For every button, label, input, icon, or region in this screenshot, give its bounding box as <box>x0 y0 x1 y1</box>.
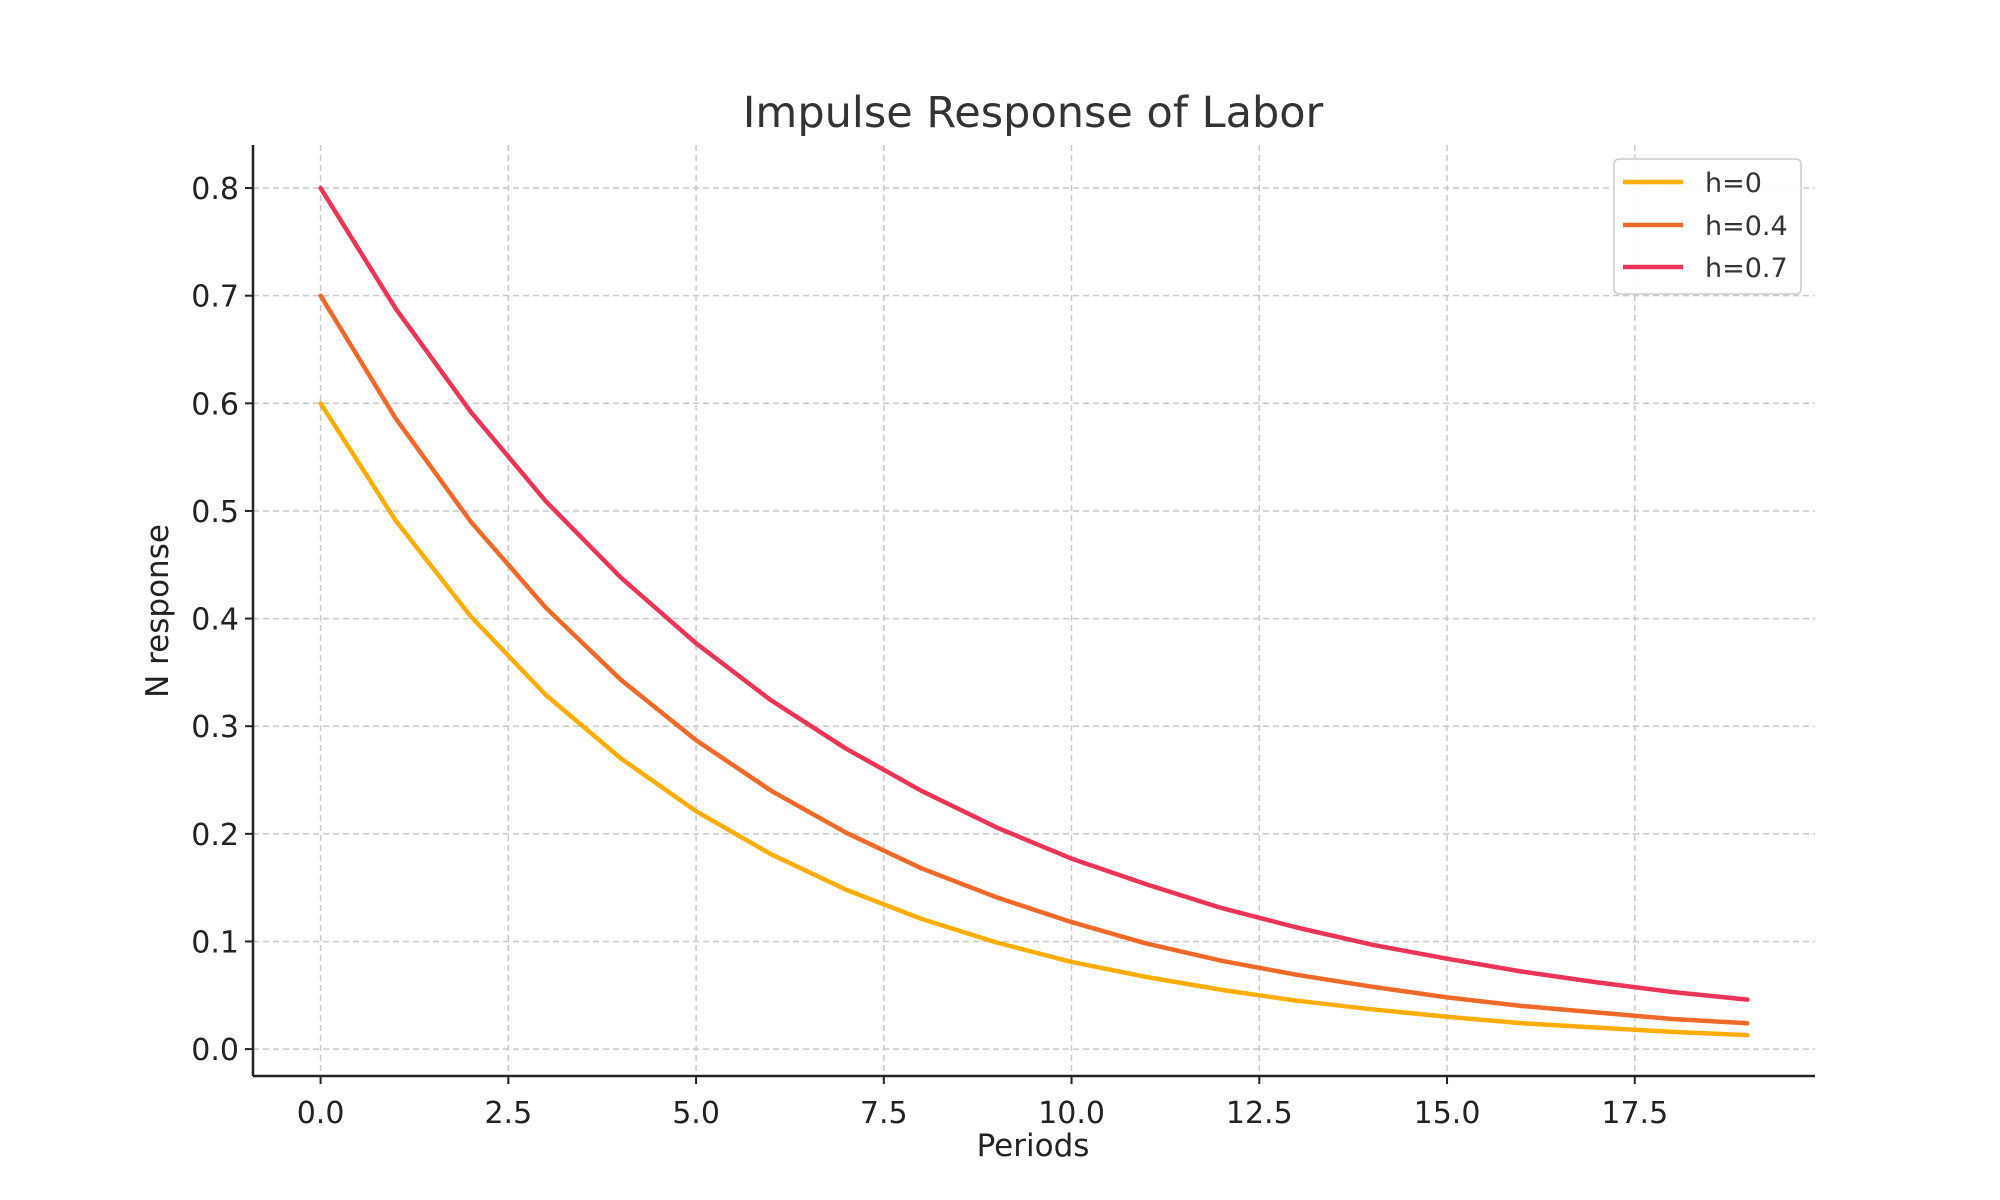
x-tick-label: 10.0 <box>1038 1096 1105 1131</box>
axes <box>251 145 1815 1078</box>
y-tick-label: 0.2 <box>191 818 239 853</box>
y-axis-label: N response <box>140 524 176 698</box>
legend-label-h04: h=0.4 <box>1705 211 1788 242</box>
series-line-h-0-7 <box>318 185 1750 1002</box>
y-tick-label: 0.7 <box>191 280 239 315</box>
y-tick-label: 0.3 <box>191 710 239 745</box>
legend-frame <box>1613 158 1802 295</box>
legend-label-h0: h=0 <box>1705 168 1762 199</box>
x-tick-label: 5.0 <box>672 1096 720 1131</box>
x-tick-label: 2.5 <box>484 1096 532 1131</box>
legend: h=0 h=0.4 h=0.7 <box>1613 158 1802 295</box>
x-ticks: 0.0 2.5 5.0 7.5 10.0 12.5 15.0 17.5 <box>297 1076 1668 1131</box>
y-tick-label: 0.6 <box>191 387 239 422</box>
x-tick-label: 0.0 <box>297 1096 345 1131</box>
series-line-h-0 <box>318 401 1750 1038</box>
x-tick-label: 15.0 <box>1414 1096 1481 1131</box>
grid-lines <box>253 145 1815 1076</box>
chart-title: Impulse Response of Labor <box>743 88 1324 138</box>
legend-label-h07: h=0.7 <box>1705 253 1788 284</box>
series-lines <box>318 185 1750 1038</box>
y-tick-label: 0.8 <box>191 172 239 207</box>
x-tick-label: 12.5 <box>1226 1096 1293 1131</box>
x-tick-label: 17.5 <box>1601 1096 1668 1131</box>
y-tick-label: 0.0 <box>191 1033 239 1068</box>
y-tick-label: 0.4 <box>191 603 239 638</box>
series-line-h-0-4 <box>318 293 1750 1026</box>
y-tick-label: 0.5 <box>191 495 239 530</box>
x-axis-label: Periods <box>977 1128 1090 1164</box>
y-tick-label: 0.1 <box>191 925 239 960</box>
x-tick-label: 7.5 <box>860 1096 908 1131</box>
y-ticks: 0.0 0.1 0.2 0.3 0.4 0.5 0.6 0.7 0.8 <box>191 172 253 1068</box>
